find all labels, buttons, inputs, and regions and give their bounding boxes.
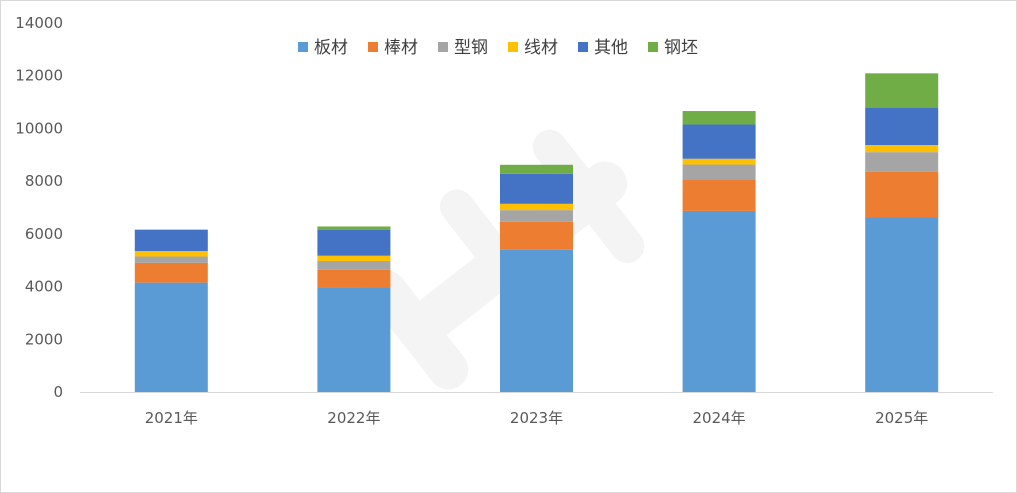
- legend-label: 板材: [314, 38, 348, 58]
- bar-segment: [865, 217, 939, 392]
- bar-segment: [500, 249, 573, 392]
- legend-swatch: [368, 42, 378, 52]
- legend-swatch: [438, 42, 448, 52]
- bar-segment: [134, 256, 208, 263]
- legend-label: 钢坯: [664, 38, 698, 58]
- legend-label: 型钢: [454, 38, 488, 58]
- x-tick-label: 2023年: [510, 409, 563, 427]
- bar-segment: [682, 164, 756, 180]
- bar-segment: [317, 269, 391, 288]
- legend-label: 棒材: [384, 38, 418, 58]
- bar-segment: [682, 124, 756, 159]
- bar-segment: [500, 164, 573, 174]
- x-tick-label: 2025年: [875, 409, 928, 427]
- bar-segment: [682, 158, 756, 165]
- bar-segment: [317, 255, 391, 262]
- bar-segment: [317, 229, 391, 256]
- bar-segment: [500, 173, 573, 204]
- legend-label: 线材: [524, 38, 558, 58]
- bar-segment: [500, 221, 573, 250]
- legend-swatch: [298, 42, 308, 52]
- bar-segment: [865, 107, 939, 146]
- legend-swatch: [648, 42, 658, 52]
- bar-segment: [500, 203, 573, 211]
- y-tick-label: 4000: [25, 278, 63, 296]
- x-tick-label: 2024年: [693, 409, 746, 427]
- bar-segment: [865, 73, 939, 108]
- bars-layer: [134, 73, 939, 392]
- bar-segment: [134, 282, 208, 392]
- x-tick-label: 2021年: [145, 409, 198, 427]
- legend-swatch: [578, 42, 588, 52]
- bar-segment: [317, 287, 391, 392]
- y-tick-label: 10000: [15, 119, 63, 137]
- y-tick-label: 12000: [15, 67, 63, 85]
- bar-segment: [134, 262, 208, 283]
- legend-swatch: [508, 42, 518, 52]
- bar-segment: [134, 229, 208, 251]
- y-tick-label: 6000: [25, 225, 63, 243]
- bar-segment: [682, 179, 756, 211]
- x-tick-label: 2022年: [327, 409, 380, 427]
- bar-segment: [865, 152, 939, 172]
- legend: 板材 棒材 型钢 线材 其他 钢坯: [298, 38, 698, 58]
- y-tick-label: 0: [53, 383, 63, 401]
- bar-segment: [317, 261, 391, 270]
- y-tick-label: 14000: [15, 14, 63, 32]
- legend-label: 其他: [594, 38, 628, 58]
- y-tick-label: 2000: [25, 330, 63, 348]
- x-axis-ticks: 2021年 2022年 2023年 2024年 2025年: [145, 409, 929, 427]
- y-tick-label: 8000: [25, 172, 63, 190]
- bar-segment: [865, 171, 939, 218]
- bar-segment: [500, 210, 573, 222]
- bar-segment: [134, 250, 208, 257]
- bar-segment: [682, 111, 756, 125]
- bar-segment: [865, 145, 939, 153]
- bar-segment: [317, 226, 391, 230]
- y-axis-ticks: 0 2000 4000 6000 8000 10000 12000 14000: [15, 14, 63, 401]
- bar-segment: [682, 210, 756, 392]
